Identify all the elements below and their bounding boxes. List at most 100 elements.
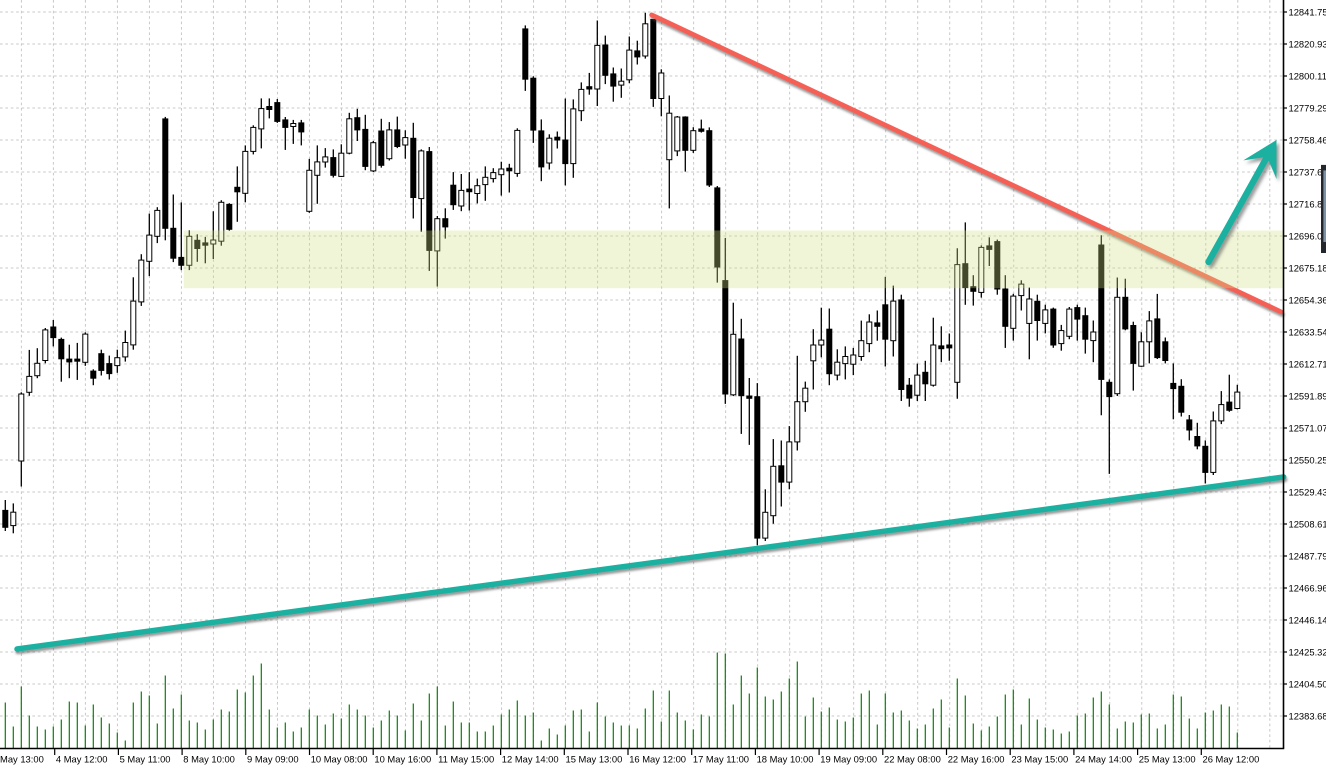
- candle-bull: [858, 340, 865, 358]
- candle-bull: [314, 161, 321, 176]
- arrow-head: [1243, 140, 1277, 179]
- price-scale[interactable]: 12841.75 12820.93 12800.11 12779.29 12758.46…: [1283, 6, 1326, 721]
- candle-bear: [426, 151, 433, 251]
- candle-bull: [210, 239, 217, 245]
- time-label: 25 May 13:00: [1139, 754, 1196, 765]
- supply-zone-rectangle[interactable]: [183, 230, 1284, 289]
- price-label: 12529.43: [1289, 486, 1326, 497]
- candle-bull: [130, 300, 137, 346]
- support-trendline[interactable]: [14, 474, 1287, 652]
- candle-bull: [666, 112, 673, 161]
- candle-bull: [1010, 295, 1017, 329]
- candle-bear: [90, 370, 97, 379]
- candle-bear: [610, 73, 617, 87]
- price-label: 12591.89: [1289, 390, 1326, 401]
- candle-bull: [18, 393, 25, 462]
- candle-bear: [634, 50, 641, 58]
- time-label: 10 May 16:00: [374, 754, 431, 765]
- price-label: 12404.50: [1289, 678, 1326, 689]
- volume-bars: [4, 652, 1238, 749]
- supply-zone[interactable]: [183, 230, 1284, 289]
- candle-bear: [1202, 445, 1209, 473]
- time-label: 22 May 16:00: [948, 754, 1005, 765]
- candle-bear: [706, 130, 713, 186]
- candle-bull: [322, 156, 329, 163]
- candle-bull: [890, 300, 897, 342]
- candle-bull: [458, 189, 465, 207]
- scrollbar-thumb[interactable]: [1323, 170, 1326, 242]
- candle-bear: [298, 122, 305, 133]
- candle-bear: [234, 186, 241, 193]
- candle-bull: [794, 401, 801, 443]
- candle-bear: [202, 242, 209, 246]
- candle-bull: [546, 137, 553, 164]
- candle-bear: [714, 187, 721, 268]
- candle-bull: [1090, 331, 1097, 342]
- grid-lines: [0, 0, 1284, 749]
- candle-bear: [1178, 385, 1185, 413]
- candle-bull: [218, 201, 225, 242]
- candle-bull: [626, 49, 633, 81]
- breakout-arrow[interactable]: [1205, 140, 1277, 266]
- price-label: 12425.32: [1289, 646, 1326, 657]
- price-label: 12508.61: [1289, 518, 1326, 529]
- candle-bull: [26, 375, 33, 393]
- time-label: 11 May 15:00: [438, 754, 494, 765]
- candle-bull: [418, 150, 425, 200]
- resistance-trendline[interactable]: [649, 12, 1284, 315]
- time-label: 5 May 11:00: [120, 754, 171, 765]
- candle-bull: [306, 169, 313, 212]
- candle-bear: [1106, 381, 1113, 398]
- price-label: 12383.68: [1289, 710, 1326, 721]
- support-line[interactable]: [14, 474, 1287, 652]
- candle-bear: [538, 130, 545, 168]
- candle-bear: [562, 139, 569, 165]
- candle-bull: [866, 321, 873, 345]
- candle-bull: [578, 88, 585, 112]
- axes: [0, 0, 1285, 750]
- scrollbar-thumb-fragment[interactable]: [1321, 164, 1326, 253]
- candle-bear: [354, 117, 361, 131]
- candle-bull: [498, 168, 505, 176]
- candle-bull: [114, 357, 121, 367]
- price-label: 12466.96: [1289, 582, 1326, 593]
- candle-bear: [586, 86, 593, 90]
- candle-bear: [330, 157, 337, 176]
- candle-bear: [994, 241, 1001, 290]
- candle-bear: [98, 353, 105, 371]
- candle-bear: [50, 326, 57, 339]
- candle-bull: [786, 441, 793, 483]
- candle-bear: [1034, 300, 1041, 321]
- candle-bull: [834, 361, 841, 376]
- candle-bear: [394, 129, 401, 147]
- candle-bear: [898, 299, 905, 391]
- candle-bull: [514, 129, 521, 174]
- time-label: 12 May 14:00: [502, 754, 559, 765]
- resistance-line[interactable]: [649, 12, 1284, 315]
- price-label: 12779.29: [1289, 102, 1326, 113]
- candle-bull: [810, 344, 817, 362]
- candle-bear: [986, 245, 993, 250]
- candle-bull: [146, 234, 153, 262]
- candle-bear: [906, 384, 913, 399]
- candle-bull: [42, 329, 49, 362]
- price-label: 12820.93: [1289, 38, 1326, 49]
- time-label: 17 May 11:00: [693, 754, 749, 765]
- time-scale[interactable]: 3 May 13:00 4 May 12:00 5 May 11:00 8 May 1…: [0, 748, 1259, 765]
- candles: [2, 12, 1241, 546]
- price-label: 12446.14: [1289, 614, 1326, 625]
- candle-bear: [1082, 315, 1089, 340]
- candle-bull: [242, 150, 249, 194]
- candle-bear: [106, 363, 113, 375]
- candle-bear: [378, 130, 385, 166]
- candle-bear: [874, 322, 881, 327]
- candle-bear: [1194, 436, 1201, 447]
- candle-bear: [74, 358, 81, 362]
- price-label: 12633.54: [1289, 326, 1326, 337]
- candle-bear: [226, 203, 233, 230]
- candle-bear: [1074, 307, 1081, 320]
- candle-bull: [594, 44, 601, 90]
- candle-bear: [650, 18, 657, 99]
- candle-bull: [122, 342, 129, 358]
